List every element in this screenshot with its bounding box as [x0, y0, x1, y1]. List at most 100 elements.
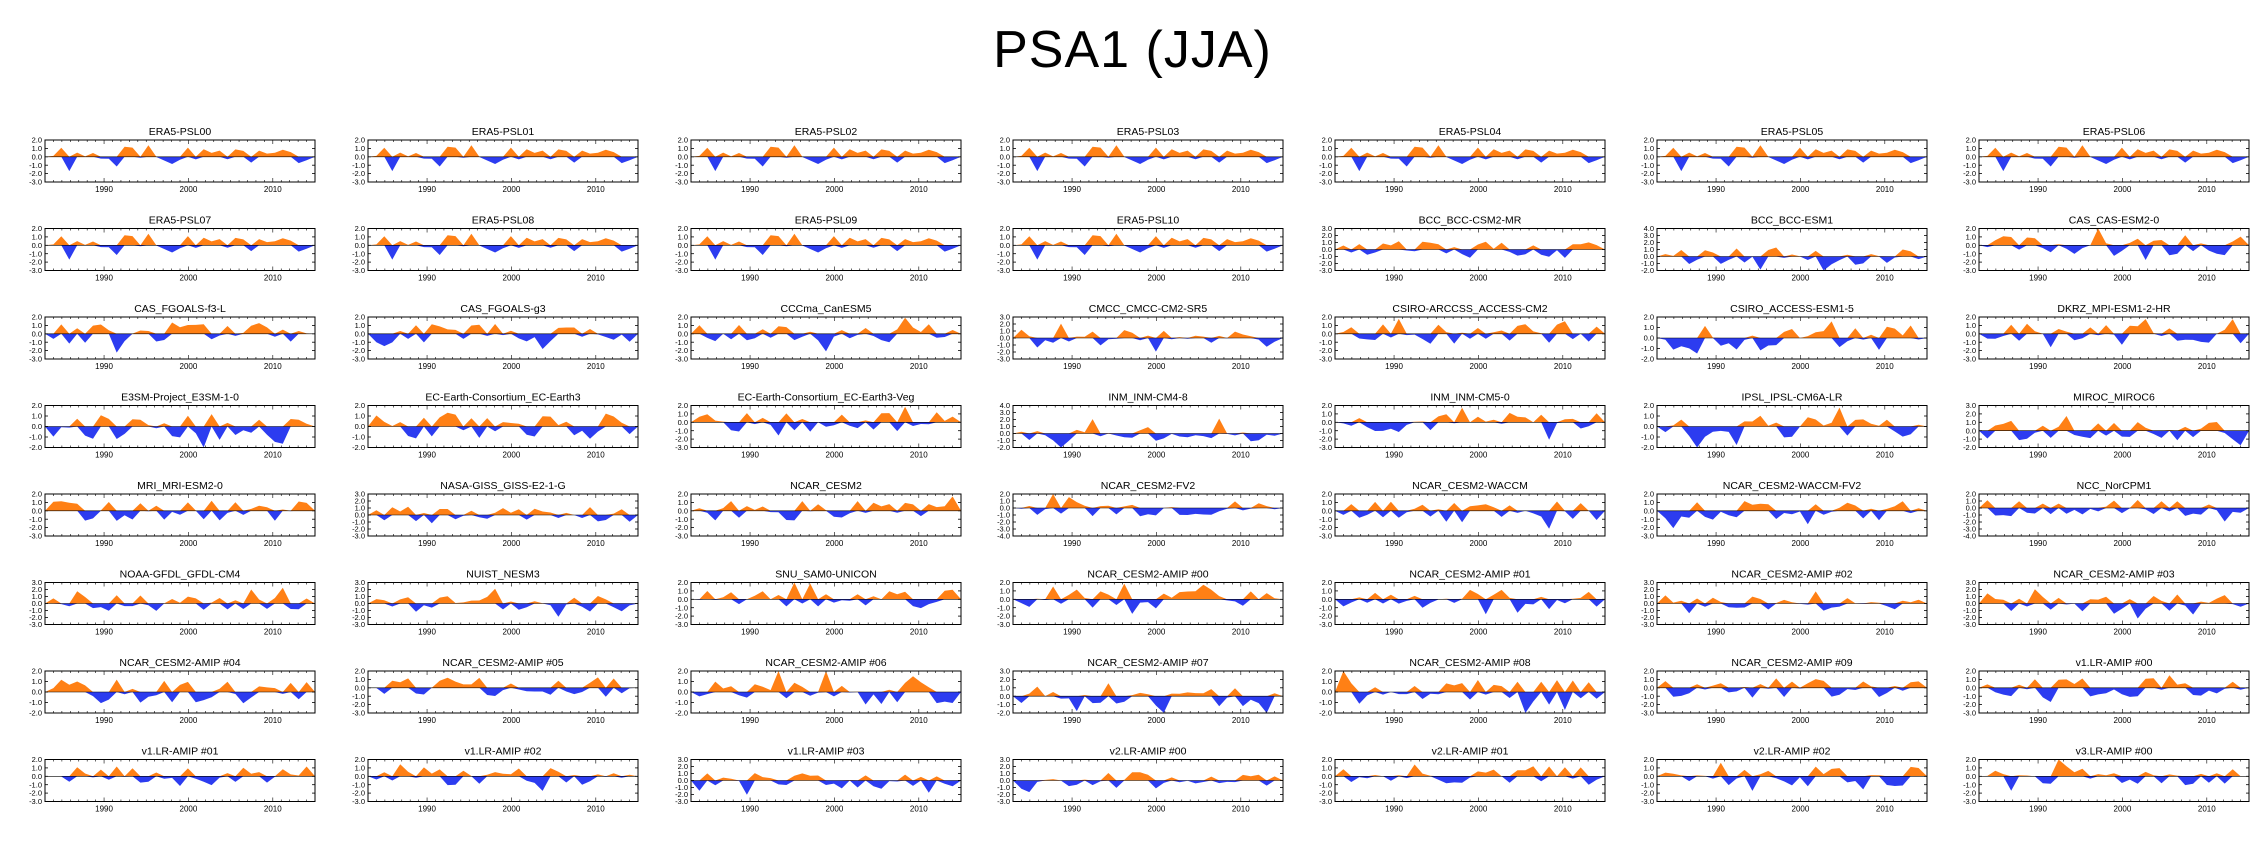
y-tick-label: -3.0: [675, 178, 688, 187]
panel-17: CCCma_CanESM5 2.01.00.0-1.0-2.0-3.0 1990 20…: [675, 303, 962, 371]
y-tick-label: 0.0: [1644, 152, 1654, 161]
y-tick-label: 1.0: [678, 321, 688, 330]
x-tick-label: 1990: [1385, 362, 1403, 371]
x-tick-label: 2010: [1554, 716, 1572, 725]
y-tick-label: 1.0: [355, 675, 365, 684]
x-tick-label: 2000: [503, 716, 521, 725]
positive-anomaly-area: [368, 233, 638, 246]
negative-anomaly-area: [1979, 156, 2249, 172]
panel-title: E3SM-Project_E3SM-1-0: [121, 392, 239, 404]
y-tick-label: -1.0: [29, 780, 42, 789]
negative-anomaly-area: [1979, 245, 2249, 260]
y-tick-label: 0.0: [1644, 772, 1654, 781]
panel-title: EC-Earth-Consortium_EC-Earth3-Veg: [738, 392, 915, 404]
y-tick-label: -3.0: [1963, 525, 1976, 534]
x-tick-label: 1990: [418, 274, 436, 283]
y-tick-label: -2.0: [997, 518, 1010, 527]
y-tick-label: 2.0: [1000, 136, 1010, 145]
x-tick-label: 2010: [587, 185, 605, 194]
y-tick-label: 1.0: [1644, 245, 1654, 254]
panel-frame: [367, 228, 639, 271]
y-tick-label: 2.0: [1966, 755, 1976, 764]
y-tick-label: -2.0: [1963, 700, 1976, 709]
x-tick-label: 2010: [264, 451, 282, 460]
y-tick-label: -3.0: [352, 266, 365, 275]
panel-title: NCAR_CESM2-AMIP #07: [1087, 657, 1208, 669]
y-tick-label: 0.0: [355, 241, 365, 250]
x-tick-label: 2000: [2114, 185, 2132, 194]
y-tick-label: 2.0: [32, 136, 42, 145]
panel-frame: [1334, 759, 1606, 802]
panel-title: ERA5-PSL06: [2083, 126, 2146, 138]
negative-anomaly-area: [1657, 776, 1927, 791]
panel-14: CAS_CAS-ESM2-0 2.01.00.0-1.0-2.0-3.0 1990 2…: [1963, 215, 2250, 283]
x-tick-label: 1990: [1385, 805, 1403, 814]
x-tick-label: 1990: [1063, 628, 1081, 637]
negative-anomaly-area: [691, 510, 961, 521]
y-tick-label: 4.0: [1000, 401, 1010, 410]
x-tick-label: 2010: [1876, 274, 1894, 283]
y-tick-label: -1.0: [1963, 511, 1976, 520]
x-tick-label: 1990: [1707, 451, 1725, 460]
panel-3: ERA5-PSL02 2.01.00.0-1.0-2.0-3.0 1990 2000 2…: [675, 126, 962, 194]
y-tick-label: -3.0: [1963, 620, 1976, 629]
panel-title: NOAA-GFDL_GFDL-CM4: [120, 569, 241, 581]
x-tick-label: 2000: [826, 185, 844, 194]
y-tick-label: 1.0: [1966, 321, 1976, 330]
negative-anomaly-area: [368, 333, 638, 349]
panel-5: ERA5-PSL04 2.01.00.0-1.0-2.0-3.0 1990 2000 2…: [1319, 126, 1606, 194]
panel-18: CMCC_CMCC-CM2-SR5 3.02.01.00.0-1.0-2.0-3.…: [997, 303, 1284, 371]
x-tick-label: 2010: [1232, 716, 1250, 725]
y-tick-label: 1.0: [1000, 144, 1010, 153]
panel-title: NCAR_CESM2-WACCM: [1412, 480, 1528, 492]
x-tick-label: 1990: [1707, 716, 1725, 725]
y-tick-label: 0.0: [678, 595, 688, 604]
y-tick-label: 3.0: [355, 490, 365, 499]
y-tick-label: 3.0: [32, 578, 42, 587]
x-tick-label: 2000: [180, 451, 198, 460]
y-tick-label: 0.0: [678, 241, 688, 250]
x-tick-label: 2000: [180, 274, 198, 283]
y-tick-label: 2.0: [678, 667, 688, 676]
y-tick-label: 0.0: [1966, 599, 1976, 608]
y-tick-label: -2.0: [29, 523, 42, 532]
x-tick-label: 2010: [1876, 362, 1894, 371]
y-tick-label: 2.0: [1322, 136, 1332, 145]
x-tick-label: 2010: [587, 805, 605, 814]
panel-46: NCAR_CESM2-AMIP #07 3.02.01.00.0-1.0-2.0 1…: [997, 657, 1284, 725]
y-tick-label: 0.0: [1644, 422, 1654, 431]
y-tick-label: 2.0: [678, 136, 688, 145]
x-tick-label: 1990: [1385, 185, 1403, 194]
negative-anomaly-area: [1657, 156, 1927, 172]
panel-26: INM_INM-CM5-0 2.01.00.0-1.0-2.0-3.0 1990 20…: [1319, 392, 1606, 460]
x-tick-label: 1990: [418, 539, 436, 548]
y-tick-label: -3.0: [997, 266, 1010, 275]
y-tick-label: -2.0: [997, 348, 1010, 357]
positive-anomaly-area: [1979, 500, 2249, 508]
panel-title: NCAR_CESM2-AMIP #02: [1731, 569, 1852, 581]
y-tick-label: -3.0: [1641, 620, 1654, 629]
x-tick-label: 2000: [2114, 451, 2132, 460]
y-tick-label: 1.0: [355, 592, 365, 601]
y-tick-label: 0.0: [32, 152, 42, 161]
y-tick-label: -3.0: [29, 178, 42, 187]
panel-title: MIROC_MIROC6: [2073, 392, 2155, 404]
panel-title: BCC_BCC-ESM1: [1751, 215, 1833, 227]
y-tick-label: 2.0: [1644, 313, 1654, 322]
x-tick-label: 1990: [1063, 805, 1081, 814]
y-tick-label: 2.0: [32, 667, 42, 676]
panel-35: NCC_NorCPM1 2.01.00.0-1.0-2.0-3.0-4.0 1990…: [1963, 480, 2250, 548]
x-tick-label: 2010: [1876, 716, 1894, 725]
y-tick-label: 2.0: [1322, 578, 1332, 587]
panel-frame: [1334, 493, 1606, 537]
y-tick-label: 1.0: [32, 592, 42, 601]
y-tick-label: -3.0: [997, 525, 1010, 534]
negative-anomaly-area: [1013, 696, 1283, 713]
y-tick-label: 2.0: [32, 224, 42, 233]
x-tick-label: 2010: [1232, 362, 1250, 371]
y-tick-label: 0.0: [1644, 252, 1654, 261]
positive-anomaly-area: [1657, 407, 1927, 427]
y-tick-label: 0.0: [32, 688, 42, 697]
x-tick-label: 2010: [264, 185, 282, 194]
x-tick-label: 1990: [95, 716, 113, 725]
